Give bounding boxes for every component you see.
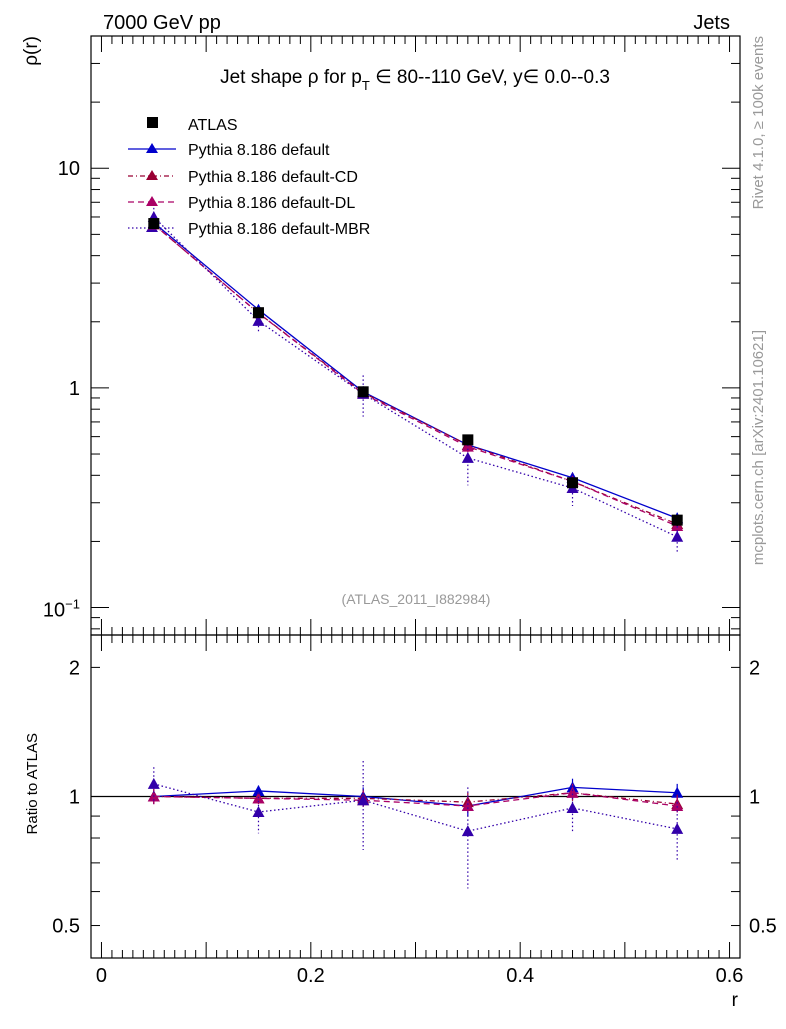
header-energy-label: 7000 GeV pp	[103, 12, 221, 34]
legend-label-atlas: ATLAS	[188, 117, 238, 134]
ratio-point-mbr	[671, 822, 684, 834]
xtick-label: 0.6	[716, 965, 744, 987]
legend-marker-default-cd	[146, 170, 158, 180]
ratio-ytick-label-right: 1	[749, 786, 760, 808]
ratio-series-layer	[147, 760, 684, 889]
ratio-point-dl	[566, 786, 579, 798]
main-point-dl	[461, 440, 474, 452]
ratio-point-default	[671, 786, 684, 798]
main-point-mbr	[461, 451, 474, 463]
main-point-mbr	[252, 314, 265, 326]
main-line-cd	[153, 223, 678, 525]
legend-label-default-cd: Pythia 8.186 default-CD	[188, 169, 358, 186]
main-line-dl	[153, 223, 678, 527]
ratio-ytick-label-right: 0.5	[749, 916, 777, 938]
rivet-version-label: Rivet 4.1.0, ≥ 100k events	[750, 36, 767, 209]
xtick-label: 0	[96, 965, 107, 987]
legend-label-default-dl: Pythia 8.186 default-DL	[188, 195, 355, 212]
legend-entry-default-dl: Pythia 8.186 default-DL	[128, 195, 355, 212]
ratio-point-dl	[671, 800, 684, 812]
legend-entry-default-mbr: Pythia 8.186 default-MBR	[128, 221, 370, 238]
main-ytick-label: 10	[58, 158, 80, 180]
legend-label-default: Pythia 8.186 default	[188, 142, 330, 159]
main-point-data	[671, 514, 683, 526]
main-point-data	[462, 434, 474, 446]
main-ytick-label: 10−1	[43, 597, 80, 622]
ratio-point-mbr	[357, 794, 370, 806]
ratio-point-mbr	[147, 777, 160, 789]
main-point-mbr	[671, 530, 684, 542]
main-point-data	[252, 307, 264, 319]
header-category-label: Jets	[693, 12, 730, 34]
ratio-ytick-label: 0.5	[52, 916, 80, 938]
legend-entry-default: Pythia 8.186 default	[128, 142, 330, 159]
ratio-line-cd	[153, 792, 678, 805]
ratio-point-default	[252, 784, 265, 796]
legend-marker-atlas	[147, 117, 158, 128]
legend-label-default-mbr: Pythia 8.186 default-MBR	[188, 221, 370, 238]
main-title: Jet shape ρ for pT ∈ 80--110 GeV, y∈ 0.0…	[220, 67, 610, 93]
main-axis-ticks: 10 1 10−1	[43, 35, 740, 635]
main-series-layer	[147, 207, 684, 555]
main-line-default	[153, 222, 678, 519]
main-series-data	[148, 218, 683, 527]
main-ytick-label: 1	[69, 378, 80, 400]
main-point-data	[357, 386, 369, 398]
ratio-point-mbr	[252, 805, 265, 817]
ratio-line-dl	[153, 792, 678, 807]
ratio-line-default	[153, 786, 678, 807]
legend-marker-default	[146, 143, 158, 153]
ratio-line-mbr	[153, 783, 678, 832]
main-point-data	[148, 218, 160, 230]
main-series-dl	[147, 218, 684, 533]
legend-marker-default-dl	[146, 196, 158, 206]
legend: ATLAS Pythia 8.186 default Pythia 8.186 …	[128, 117, 370, 238]
xtick-label: 0.2	[297, 965, 325, 987]
ratio-ytick-label: 1	[69, 786, 80, 808]
mcplots-label: mcplots.cern.ch [arXiv:2401.10621]	[750, 330, 767, 565]
main-point-data	[567, 477, 579, 489]
ratio-point-mbr	[461, 825, 474, 837]
x-axis-label: r	[732, 990, 739, 1011]
legend-entry-atlas: ATLAS	[147, 117, 238, 134]
ratio-series-mbr	[147, 760, 684, 889]
main-title-subscript: T	[362, 78, 370, 93]
main-line-mbr	[153, 216, 678, 538]
main-series-cd	[147, 218, 684, 531]
xtick-label: 0.4	[506, 965, 534, 987]
legend-entry-default-cd: Pythia 8.186 default-CD	[128, 169, 358, 186]
main-series-default	[147, 216, 684, 525]
main-series-mbr	[147, 207, 684, 555]
ratio-y-axis-label: Ratio to ATLAS	[24, 733, 41, 834]
ratio-point-dl	[461, 800, 474, 812]
ratio-axis-ticks: 2 1 0.5 2 1 0.5 0 0.2 0.4 0.6	[52, 635, 777, 987]
main-title-suffix: ∈ 80--110 GeV, y∈ 0.0--0.3	[370, 67, 610, 88]
ratio-ytick-label-right: 2	[749, 657, 760, 679]
main-y-axis-label: ρ(r)	[21, 36, 42, 66]
ratio-point-mbr	[566, 801, 579, 813]
main-title-prefix: Jet shape ρ for p	[220, 67, 362, 88]
analysis-watermark: (ATLAS_2011_I882984)	[342, 591, 491, 607]
ratio-ytick-label: 2	[69, 657, 80, 679]
